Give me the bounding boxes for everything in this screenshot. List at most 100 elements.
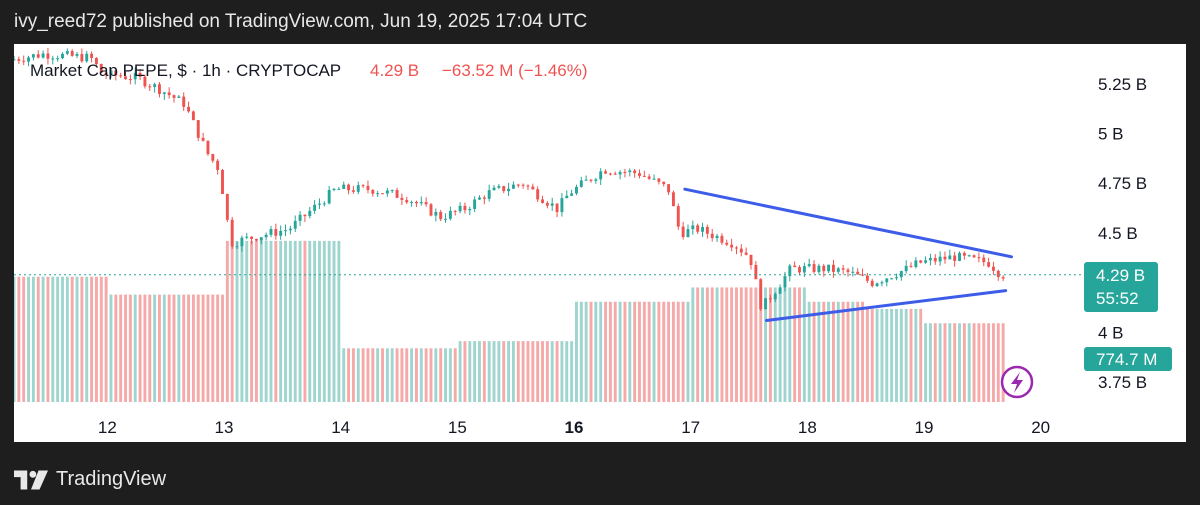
candle-body (124, 76, 127, 80)
volume-bar (943, 323, 947, 402)
candle-body (822, 265, 826, 272)
price-axis[interactable]: 5.25 B 5 B 4.75 B 4.5 B 4 B 3.75 B (1098, 75, 1147, 392)
volume-bar (376, 348, 380, 402)
candle-body (158, 84, 161, 94)
candle-body (395, 190, 399, 198)
volume-bar (977, 323, 981, 402)
volume-bar (177, 294, 181, 402)
candle-body (982, 257, 986, 263)
candle-body (138, 72, 142, 77)
candle-body (851, 271, 855, 273)
volume-bar (390, 348, 394, 402)
legend-value: 4.29 B (370, 61, 419, 80)
candle-body (128, 79, 132, 81)
lightning-icon[interactable] (1000, 365, 1034, 399)
candle-body (211, 154, 215, 161)
volume-bar (17, 276, 21, 402)
volume-bar (492, 341, 496, 402)
volume-bar (861, 301, 864, 402)
candle-body (565, 195, 569, 199)
candle-body (875, 283, 879, 287)
volume-bar (478, 341, 481, 402)
candle-body (555, 203, 559, 213)
volume-bar (279, 240, 283, 402)
candle-body (647, 176, 651, 179)
candle-body (119, 75, 123, 77)
candle-body (458, 205, 462, 212)
candle-body (798, 267, 801, 273)
volume-bar (686, 301, 690, 402)
time-tick-label: 12 (98, 418, 117, 437)
candle-body (730, 244, 734, 248)
candle-body (293, 220, 297, 229)
volume-bar (162, 294, 166, 402)
volume-bar (735, 287, 738, 402)
volume-bar (22, 276, 26, 402)
volume-bar (575, 301, 578, 402)
candle-body (279, 230, 283, 236)
volume-bar (516, 341, 520, 402)
candle-body (177, 96, 181, 98)
volume-bar (259, 240, 263, 402)
tradingview-brand[interactable]: TradingView (14, 468, 166, 491)
volume-bar (31, 276, 35, 402)
time-axis[interactable]: 12 13 14 15 16 17 18 19 20 (98, 418, 1050, 437)
last-price-tag[interactable]: 4.29 B 55:52 (1084, 262, 1158, 312)
time-tick-label: 17 (681, 418, 700, 437)
volume-bar (579, 301, 583, 402)
legend-change: −63.52 M (−1.46%) (442, 61, 588, 80)
volume-bar (468, 341, 472, 402)
candle-body (264, 234, 268, 238)
volume-bar (337, 240, 341, 402)
volume-bar (541, 341, 544, 402)
candle-body (448, 210, 452, 219)
volume-bar (870, 308, 874, 402)
candle-body (65, 51, 69, 54)
volume-bar (85, 276, 89, 402)
candle-body (424, 202, 428, 205)
volume-bar (972, 323, 976, 402)
volume-bar (221, 294, 224, 402)
volume-bar (293, 240, 297, 402)
volume-bar (831, 301, 835, 402)
candle-body (638, 173, 641, 176)
volume-bar (313, 240, 317, 402)
candle-body (550, 203, 554, 206)
volume-bar (958, 323, 961, 402)
candle-body (143, 76, 147, 87)
volume-bar (327, 240, 331, 402)
volume-bar (148, 294, 152, 402)
candle-body (36, 54, 40, 58)
trendlines[interactable] (683, 187, 1013, 322)
candle-body (318, 203, 321, 205)
candle-body (414, 201, 418, 204)
chart-panel[interactable]: 5.25 B 5 B 4.75 B 4.5 B 4 B 3.75 B 12 13 14 15 16… (12, 44, 1186, 442)
candle-body (686, 229, 690, 238)
candle-body (56, 58, 60, 60)
volume-bar (75, 276, 79, 402)
candle-body (235, 246, 239, 248)
candle-body (909, 265, 913, 267)
candle-body (245, 236, 249, 238)
volume-bar (235, 240, 239, 402)
volume-bar (618, 301, 622, 402)
price-chart[interactable]: 5.25 B 5 B 4.75 B 4.5 B 4 B 3.75 B 12 13 14 15 16… (12, 44, 1186, 442)
volume-bar (536, 341, 540, 402)
candle-body (739, 248, 743, 253)
volume-bar (216, 294, 220, 402)
volume-bar (308, 240, 312, 402)
volume-bar (545, 341, 549, 402)
candle-body (250, 236, 254, 239)
candle-body (1001, 277, 1005, 279)
candle-body (439, 211, 443, 220)
candle-body (303, 214, 307, 217)
candle-body (827, 264, 831, 272)
volume-bar (982, 323, 986, 402)
candle-body (861, 274, 864, 276)
volume-bar (80, 276, 84, 402)
volume-tag[interactable]: 774.7 M (1084, 347, 1172, 371)
candle-body (715, 235, 719, 239)
volume-bar (284, 240, 287, 402)
candle-body (977, 257, 981, 259)
candle-body (337, 188, 341, 190)
